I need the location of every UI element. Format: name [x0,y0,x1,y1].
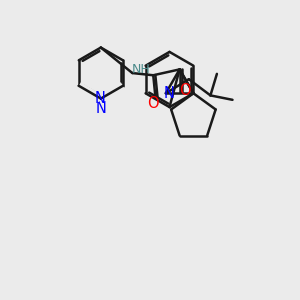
Text: N: N [164,86,175,101]
Text: O: O [179,83,191,98]
Text: N: N [95,91,106,106]
Text: O: O [147,95,158,110]
Text: N: N [95,101,106,116]
Text: NH: NH [132,63,151,76]
